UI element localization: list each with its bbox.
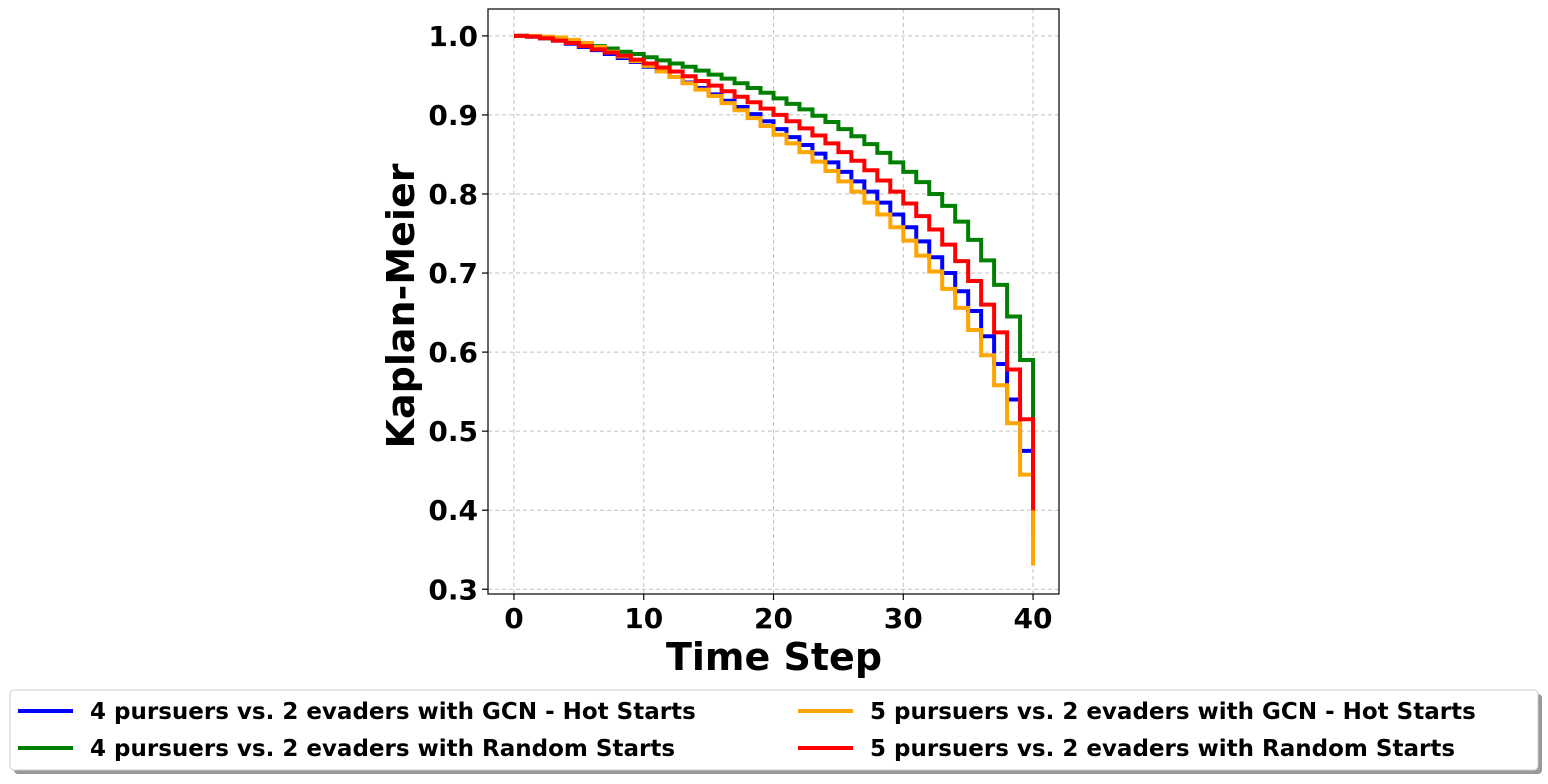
y-tick-label: 0.8 bbox=[428, 178, 478, 211]
x-tick-label: 20 bbox=[754, 602, 793, 635]
y-tick-label: 0.3 bbox=[428, 573, 478, 606]
legend-label: 4 pursuers vs. 2 evaders with GCN - Hot … bbox=[90, 699, 696, 725]
y-tick-label: 0.5 bbox=[428, 415, 478, 448]
y-tick-label: 0.9 bbox=[428, 99, 478, 132]
x-axis-label: Time Step bbox=[666, 635, 882, 679]
legend-label: 4 pursuers vs. 2 evaders with Random Sta… bbox=[90, 736, 675, 762]
series-line bbox=[513, 33, 1036, 511]
y-tick-label: 0.7 bbox=[428, 257, 478, 290]
x-tick-label: 30 bbox=[884, 602, 923, 635]
y-tick-label: 0.6 bbox=[428, 336, 478, 369]
plot-frame bbox=[487, 8, 1060, 595]
x-tick-label: 0 bbox=[504, 602, 523, 635]
x-tick-label: 40 bbox=[1014, 602, 1053, 635]
y-tick-label: 1.0 bbox=[428, 20, 478, 53]
legend-label: 5 pursuers vs. 2 evaders with GCN - Hot … bbox=[870, 699, 1476, 725]
legend-box bbox=[9, 689, 1539, 771]
y-axis-label: Kaplan-Meier bbox=[379, 163, 423, 448]
y-tick-label: 0.4 bbox=[428, 494, 478, 527]
legend-label: 5 pursuers vs. 2 evaders with Random Sta… bbox=[870, 736, 1455, 762]
x-tick-label: 10 bbox=[624, 602, 663, 635]
